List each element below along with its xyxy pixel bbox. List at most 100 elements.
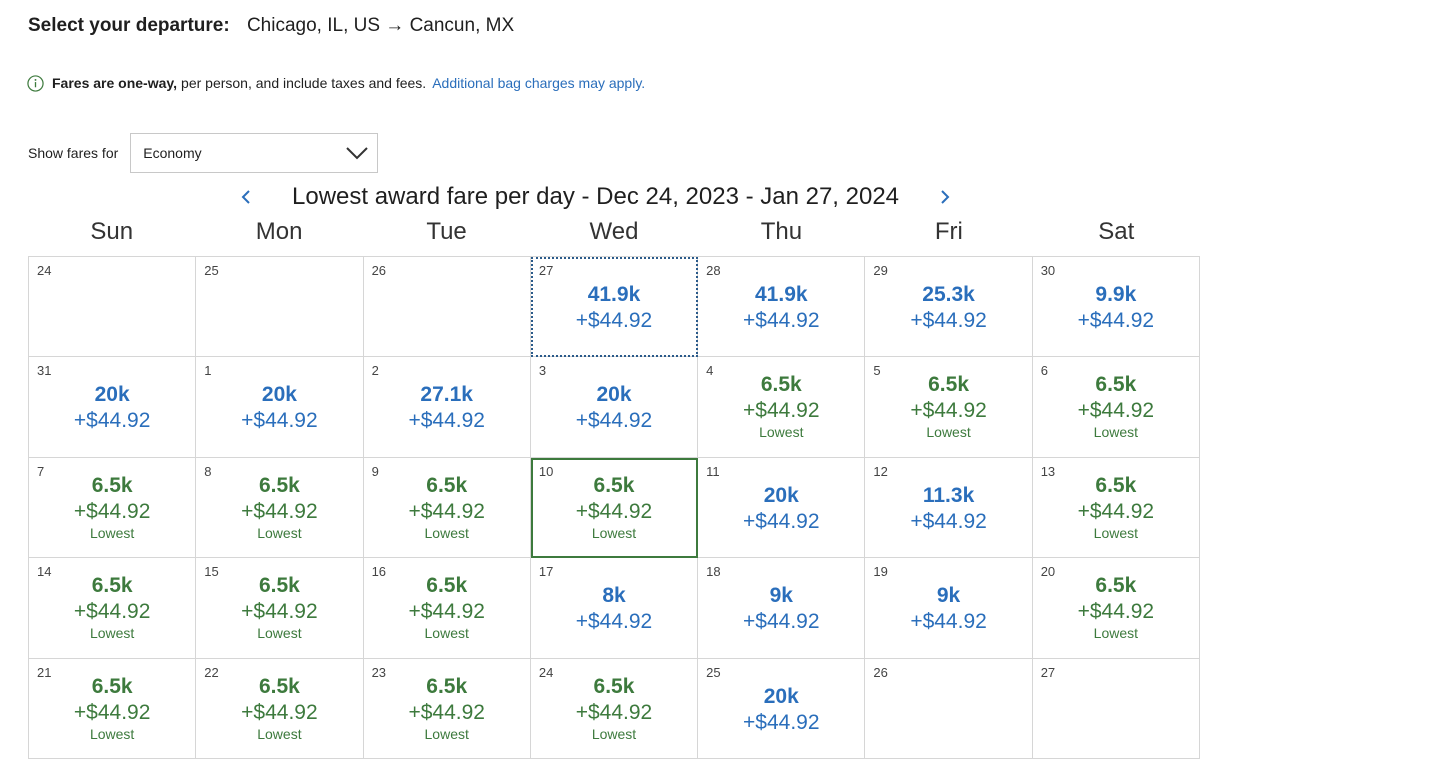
calendar-day-cell[interactable]: 14 6.5k +$44.92 Lowest (29, 558, 197, 659)
lowest-badge: Lowest (89, 625, 135, 642)
fare-info: 6.5k +$44.92 Lowest (865, 371, 1031, 441)
weekday-label: Fri (934, 218, 963, 245)
departure-header: Select your departure: Chicago, IL, US →… (28, 13, 514, 39)
day-number: 2 (371, 363, 379, 379)
day-number: 24 (538, 664, 554, 680)
fare-miles: 6.5k (258, 674, 300, 698)
cabin-select[interactable]: Economy (130, 133, 379, 173)
fare-miles: 6.5k (1095, 373, 1137, 397)
calendar-day-cell[interactable]: 18 9k +$44.92 (698, 558, 866, 659)
fare-notice: Fares are one-way, per person, and inclu… (27, 72, 645, 94)
info-icon (27, 74, 44, 92)
calendar-day-cell[interactable]: 3 20k +$44.92 (530, 357, 699, 458)
calendar-day-cell[interactable]: 6 6.5k +$44.92 Lowest (1032, 357, 1200, 458)
calendar-day-cell[interactable]: 2 27.1k +$44.92 (363, 357, 531, 458)
fare-tax: +$44.92 (408, 700, 485, 724)
calendar-day-cell[interactable]: 28 41.9k +$44.92 (698, 257, 866, 358)
calendar-day-cell[interactable]: 24 6.5k +$44.92 Lowest (530, 658, 699, 759)
calendar-day-cell[interactable]: 25 20k +$44.92 (698, 658, 866, 759)
lowest-badge: Lowest (1093, 625, 1139, 642)
day-number: 9 (371, 463, 379, 479)
calendar-day-cell[interactable]: 8 6.5k +$44.92 Lowest (196, 457, 364, 559)
lowest-badge: Lowest (926, 424, 971, 441)
fare-info: 41.9k +$44.92 (531, 281, 697, 334)
fare-miles: 6.5k (760, 373, 802, 397)
day-number: 16 (371, 564, 387, 580)
fare-info: 6.5k +$44.92 Lowest (29, 472, 195, 542)
calendar-day-cell[interactable]: 20 6.5k +$44.92 Lowest (1032, 558, 1200, 659)
calendar-day-cell[interactable]: 12 11.3k +$44.92 (865, 457, 1033, 559)
day-number: 27 (538, 263, 554, 278)
lowest-badge: Lowest (424, 625, 469, 642)
fare-tax: +$44.92 (910, 309, 987, 332)
day-number: 11 (706, 463, 720, 479)
bag-charges-link[interactable]: Additional bag charges may apply. (432, 75, 646, 91)
fare-info: 6.5k +$44.92 Lowest (698, 371, 864, 441)
calendar-day-cell[interactable]: 22 6.5k +$44.92 Lowest (196, 658, 364, 759)
fare-tax: +$44.92 (73, 700, 151, 724)
fare-tax: +$44.92 (1077, 600, 1155, 624)
fare-tax: +$44.92 (73, 499, 151, 523)
day-number: 4 (706, 363, 714, 379)
day-number: 19 (873, 564, 888, 580)
lowest-badge: Lowest (1093, 424, 1139, 441)
day-number: 15 (204, 564, 219, 580)
fare-info: 6.5k +$44.92 Lowest (364, 673, 530, 743)
calendar-day-cell[interactable]: 5 6.5k +$44.92 Lowest (865, 357, 1033, 458)
calendar-day-cell[interactable]: 23 6.5k +$44.92 Lowest (363, 658, 531, 759)
cabin-select-value: Economy (143, 145, 202, 161)
fare-info: 6.5k +$44.92 Lowest (531, 472, 697, 542)
calendar-day-cell[interactable]: 15 6.5k +$44.92 Lowest (196, 558, 364, 659)
calendar-day-cell[interactable]: 19 9k +$44.92 (865, 558, 1033, 659)
weekday-label: Thu (760, 218, 803, 245)
next-month-button[interactable] (935, 187, 955, 207)
fare-miles: 41.9k (587, 283, 641, 306)
fare-tax: +$44.92 (910, 509, 987, 533)
calendar-day-cell[interactable]: 21 6.5k +$44.92 Lowest (29, 658, 197, 759)
fare-miles: 6.5k (91, 473, 133, 497)
fare-info: 20k +$44.92 (698, 482, 864, 535)
day-number: 14 (37, 564, 52, 580)
calendar-day-cell[interactable]: 31 20k +$44.92 (29, 357, 197, 458)
fare-tax: +$44.92 (910, 610, 987, 634)
chevron-down-icon (346, 147, 368, 160)
calendar-day-cell[interactable]: 1 20k +$44.92 (196, 357, 364, 458)
fare-info: 8k +$44.92 (531, 582, 697, 635)
weekday-header: Sun Mon Tue Wed Thu Fri Sat (28, 214, 1200, 250)
fare-info: 27.1k +$44.92 (364, 381, 530, 434)
fare-tax: +$44.92 (241, 600, 318, 624)
previous-month-button[interactable] (236, 187, 256, 207)
day-number: 3 (538, 363, 547, 379)
calendar-day-cell[interactable]: 17 8k +$44.92 (530, 558, 699, 659)
calendar-day-cell[interactable]: 4 6.5k +$44.92 Lowest (698, 357, 866, 458)
calendar-day-cell[interactable]: 9 6.5k +$44.92 Lowest (363, 457, 531, 559)
calendar-day-cell[interactable]: 16 6.5k +$44.92 Lowest (363, 558, 531, 659)
day-number: 8 (204, 463, 212, 479)
calendar-day-cell[interactable]: 27 41.9k +$44.92 (530, 257, 699, 358)
day-number: 30 (1040, 263, 1056, 278)
calendar-day-cell[interactable]: 13 6.5k +$44.92 Lowest (1032, 457, 1200, 559)
fare-tax: +$44.92 (575, 700, 653, 724)
calendar-day-cell[interactable]: 29 25.3k +$44.92 (865, 257, 1033, 358)
fare-miles: 6.5k (593, 473, 635, 497)
fare-tax: +$44.92 (910, 399, 987, 423)
day-number: 26 (371, 263, 387, 278)
fare-miles: 6.5k (426, 674, 468, 698)
fare-tax: +$44.92 (743, 309, 820, 332)
lowest-badge: Lowest (257, 625, 302, 642)
calendar-day-cell[interactable]: 10 6.5k +$44.92 Lowest (530, 457, 699, 559)
fare-miles: 20k (763, 483, 799, 507)
fare-miles: 6.5k (426, 473, 468, 497)
calendar-day-cell[interactable]: 7 6.5k +$44.92 Lowest (29, 457, 197, 559)
fare-tax: +$44.92 (1077, 499, 1155, 523)
fare-tax: +$44.92 (73, 409, 151, 433)
day-number: 31 (37, 363, 52, 379)
calendar-title: Lowest award fare per day - Dec 24, 2023… (292, 183, 900, 210)
fare-info: 6.5k +$44.92 Lowest (29, 673, 195, 743)
fare-info: 9k +$44.92 (865, 582, 1031, 635)
day-number: 25 (204, 263, 219, 278)
calendar-day-cell[interactable]: 30 9.9k +$44.92 (1032, 257, 1200, 358)
fare-tax: +$44.92 (241, 409, 318, 433)
calendar-day-cell[interactable]: 11 20k +$44.92 (698, 457, 866, 559)
day-number: 29 (873, 263, 888, 278)
